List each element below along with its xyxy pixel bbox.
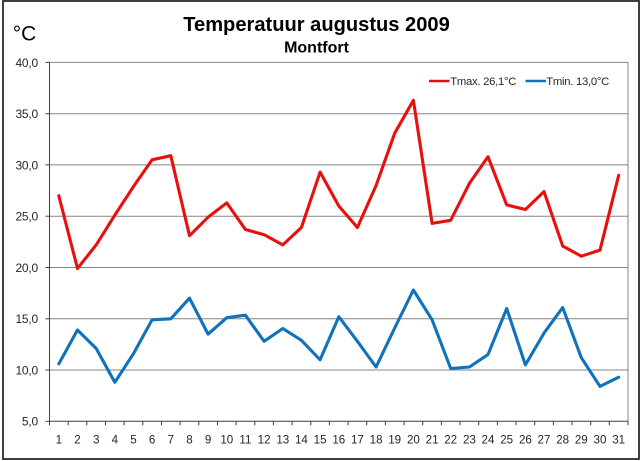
svg-text:30: 30 <box>594 433 607 446</box>
svg-text:26: 26 <box>519 433 532 446</box>
svg-text:18: 18 <box>370 433 383 446</box>
svg-text:35,0: 35,0 <box>15 107 38 121</box>
svg-text:Montfort: Montfort <box>284 40 350 57</box>
svg-text:19: 19 <box>388 433 401 446</box>
svg-text:Tmax. 26,1°C: Tmax. 26,1°C <box>450 76 516 88</box>
svg-text:30,0: 30,0 <box>15 158 38 172</box>
svg-text:25: 25 <box>500 433 513 446</box>
svg-text:20: 20 <box>407 433 420 446</box>
svg-text:27: 27 <box>538 433 551 446</box>
svg-text:24: 24 <box>482 433 495 446</box>
svg-text:21: 21 <box>426 433 439 446</box>
svg-text:13: 13 <box>276 433 289 446</box>
svg-text:16: 16 <box>332 433 345 446</box>
svg-text:15,0: 15,0 <box>15 312 38 326</box>
svg-text:Tmin. 13,0°C: Tmin. 13,0°C <box>546 76 609 88</box>
svg-text:1: 1 <box>56 433 62 446</box>
svg-text:2: 2 <box>74 433 80 446</box>
svg-text:7: 7 <box>168 433 174 446</box>
svg-text:17: 17 <box>351 433 364 446</box>
svg-text:3: 3 <box>93 433 99 446</box>
svg-text:12: 12 <box>258 433 271 446</box>
svg-text:23: 23 <box>463 433 476 446</box>
svg-text:11: 11 <box>239 433 251 446</box>
svg-text:Temperatuur augustus 2009: Temperatuur augustus 2009 <box>183 14 450 36</box>
svg-text:8: 8 <box>186 433 192 446</box>
svg-text:10: 10 <box>220 433 233 446</box>
svg-text:20,0: 20,0 <box>15 261 38 275</box>
svg-text:15: 15 <box>314 433 327 446</box>
svg-text:5: 5 <box>130 433 136 446</box>
svg-text:22: 22 <box>444 433 457 446</box>
svg-text:40,0: 40,0 <box>15 56 38 70</box>
svg-text:4: 4 <box>112 433 119 446</box>
svg-text:5,0: 5,0 <box>22 415 39 429</box>
svg-text:25,0: 25,0 <box>15 210 38 224</box>
svg-text:31: 31 <box>612 433 625 446</box>
svg-text:28: 28 <box>556 433 569 446</box>
svg-text:°C: °C <box>13 22 37 45</box>
svg-text:10,0: 10,0 <box>15 363 38 377</box>
svg-text:29: 29 <box>575 433 588 446</box>
svg-text:14: 14 <box>295 433 308 446</box>
svg-text:9: 9 <box>205 433 211 446</box>
svg-text:6: 6 <box>149 433 155 446</box>
